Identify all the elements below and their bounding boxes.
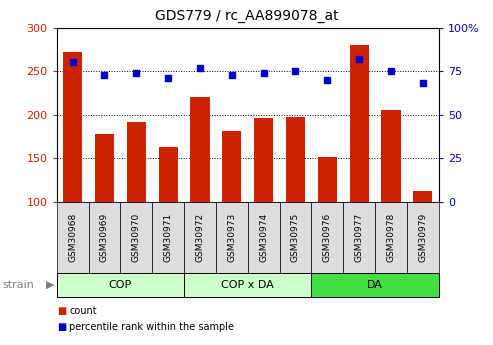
Bar [350, 45, 369, 202]
Text: GSM30970: GSM30970 [132, 213, 141, 262]
Text: GSM30975: GSM30975 [291, 213, 300, 262]
Text: DA: DA [367, 280, 383, 290]
Text: ■: ■ [57, 306, 66, 316]
Bar [127, 122, 146, 202]
Text: ■: ■ [57, 322, 66, 332]
Bar [318, 157, 337, 202]
Text: ▶: ▶ [46, 280, 54, 290]
Text: GDS779 / rc_AA899078_at: GDS779 / rc_AA899078_at [155, 9, 338, 23]
Text: count: count [69, 306, 97, 316]
Text: GSM30974: GSM30974 [259, 213, 268, 262]
Text: GSM30968: GSM30968 [68, 213, 77, 262]
Bar [254, 118, 273, 202]
Bar [190, 97, 210, 202]
Bar [413, 190, 432, 202]
Text: GSM30971: GSM30971 [164, 213, 173, 262]
Text: GSM30972: GSM30972 [195, 213, 205, 262]
Bar [222, 131, 242, 202]
Text: percentile rank within the sample: percentile rank within the sample [69, 322, 234, 332]
Bar [63, 52, 82, 202]
Text: GSM30978: GSM30978 [387, 213, 395, 262]
Text: GSM30977: GSM30977 [354, 213, 364, 262]
Bar [95, 134, 114, 202]
Text: GSM30976: GSM30976 [323, 213, 332, 262]
Text: GSM30969: GSM30969 [100, 213, 109, 262]
Bar [382, 110, 400, 202]
Bar [286, 117, 305, 202]
Text: GSM30973: GSM30973 [227, 213, 236, 262]
Text: GSM30979: GSM30979 [419, 213, 427, 262]
Text: COP: COP [109, 280, 132, 290]
Text: strain: strain [2, 280, 35, 290]
Bar [159, 147, 177, 202]
Text: COP x DA: COP x DA [221, 280, 274, 290]
